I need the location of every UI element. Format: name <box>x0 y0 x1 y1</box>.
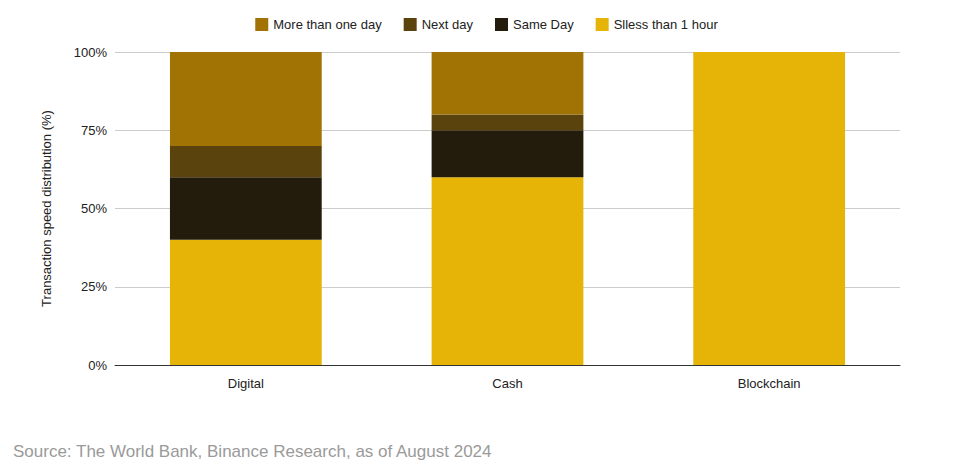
svg-text:0%: 0% <box>88 358 107 373</box>
svg-text:Digital: Digital <box>228 376 264 391</box>
svg-text:Same Day: Same Day <box>513 17 574 32</box>
svg-text:Transaction speed distribution: Transaction speed distribution (%) <box>39 110 54 307</box>
svg-text:Cash: Cash <box>492 376 522 391</box>
svg-text:75%: 75% <box>81 123 107 138</box>
svg-text:Next day: Next day <box>422 17 474 32</box>
svg-text:Slless than 1 hour: Slless than 1 hour <box>614 17 719 32</box>
svg-text:Source: The World Bank, Binanc: Source: The World Bank, Binance Research… <box>13 442 492 461</box>
svg-text:More than one day: More than one day <box>273 17 382 32</box>
svg-text:50%: 50% <box>81 201 107 216</box>
svg-text:100%: 100% <box>74 45 108 60</box>
svg-text:25%: 25% <box>81 279 107 294</box>
svg-text:Blockchain: Blockchain <box>738 376 801 391</box>
